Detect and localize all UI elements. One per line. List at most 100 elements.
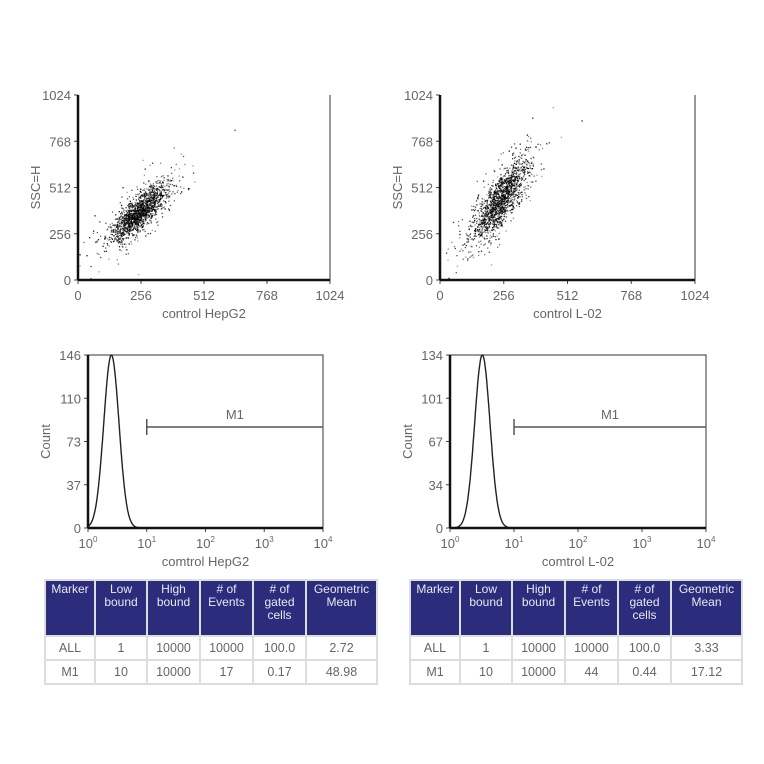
scatter-point: [146, 211, 149, 213]
scatter-point: [154, 192, 156, 195]
scatter-point: [509, 190, 511, 193]
scatter-point: [512, 182, 514, 184]
scatter-point: [123, 219, 126, 222]
scatter-points: [445, 107, 583, 280]
scatter-point: [105, 250, 108, 253]
scatter-point: [117, 236, 119, 238]
scatter-point: [482, 212, 484, 214]
scatter-point: [161, 197, 164, 199]
scatter-point: [522, 160, 524, 163]
scatter-point: [147, 196, 150, 198]
scatter-point: [512, 179, 514, 181]
scatter-point: [520, 163, 522, 165]
scatter-point: [159, 181, 161, 183]
scatter-point: [496, 221, 498, 223]
scatter-point: [118, 219, 120, 221]
scatter-point: [475, 222, 478, 224]
scatter-point: [512, 184, 515, 186]
scatter-point: [89, 236, 91, 239]
table-header-cell: Marker: [44, 579, 96, 637]
scatter-point: [142, 207, 144, 209]
scatter-point: [495, 195, 497, 198]
scatter-point: [152, 198, 154, 200]
x-tick-label: 1024: [681, 288, 710, 303]
scatter-point: [108, 245, 111, 247]
scatter-point: [150, 199, 153, 201]
scatter-point: [495, 206, 497, 208]
scatter-point: [172, 191, 174, 193]
x-tick-label: 768: [256, 288, 278, 303]
scatter-point: [503, 193, 505, 196]
scatter-point: [486, 206, 488, 208]
scatter-point: [506, 171, 508, 173]
scatter-point: [116, 223, 119, 225]
scatter-point: [136, 229, 139, 231]
scatter-point: [510, 170, 513, 172]
scatter-point: [181, 191, 183, 193]
scatter-point: [512, 154, 514, 157]
scatter-point: [507, 182, 509, 184]
scatter-point: [509, 201, 511, 203]
scatter-point: [79, 265, 81, 267]
scatter-point: [161, 212, 163, 215]
scatter-point: [153, 205, 155, 207]
scatter-point: [144, 206, 146, 208]
scatter-point: [137, 213, 139, 215]
scatter-point: [491, 229, 493, 232]
scatter-point: [123, 218, 126, 220]
scatter-point: [486, 199, 489, 202]
scatter-point: [132, 198, 135, 201]
scatter-point: [136, 230, 138, 232]
scatter-point: [158, 205, 160, 207]
scatter-point: [160, 183, 163, 185]
scatter-point: [143, 174, 146, 176]
scatter-point: [497, 183, 500, 185]
scatter-point: [144, 188, 146, 190]
scatter-point: [524, 192, 526, 194]
scatter-point: [86, 255, 88, 257]
scatter-point: [483, 221, 485, 223]
scatter-point: [146, 210, 148, 212]
scatter-point: [502, 191, 505, 193]
scatter-point: [179, 180, 181, 182]
scatter-point: [126, 217, 129, 220]
scatter-point: [136, 211, 138, 213]
x-tick-label: 104: [314, 535, 333, 551]
scatter-point: [115, 223, 117, 226]
scatter-point: [499, 176, 502, 179]
scatter-point: [473, 209, 476, 212]
scatter-point: [486, 200, 488, 202]
scatter-point: [155, 198, 158, 200]
scatter-point: [146, 188, 148, 190]
scatter-point: [500, 216, 502, 218]
scatter-point: [504, 186, 507, 188]
scatter-point: [520, 184, 522, 187]
scatter-point: [114, 232, 117, 234]
scatter-point: [143, 221, 145, 223]
scatter-point: [151, 215, 153, 217]
scatter-point: [490, 201, 492, 203]
scatter-point: [507, 197, 509, 199]
scatter-point: [498, 179, 500, 182]
scatter-point: [486, 237, 488, 240]
scatter-point: [482, 227, 484, 229]
y-tick-label: 768: [49, 134, 71, 149]
scatter-point: [126, 229, 129, 231]
scatter-point: [526, 146, 528, 149]
y-tick-label: 256: [411, 227, 433, 242]
scatter-point: [137, 222, 140, 224]
scatter-point: [173, 185, 176, 187]
scatter-point: [482, 204, 484, 206]
scatter-point: [162, 175, 164, 177]
scatter-point: [495, 220, 497, 222]
scatter-point: [501, 197, 503, 199]
scatter-point: [512, 179, 515, 181]
scatter-point: [524, 170, 526, 172]
scatter-point: [148, 209, 151, 212]
scatter-point: [535, 146, 537, 148]
scatter-point: [486, 199, 488, 202]
scatter-point: [118, 240, 120, 243]
scatter-point: [127, 212, 129, 214]
scatter-point: [500, 207, 502, 210]
scatter-point: [513, 157, 516, 159]
